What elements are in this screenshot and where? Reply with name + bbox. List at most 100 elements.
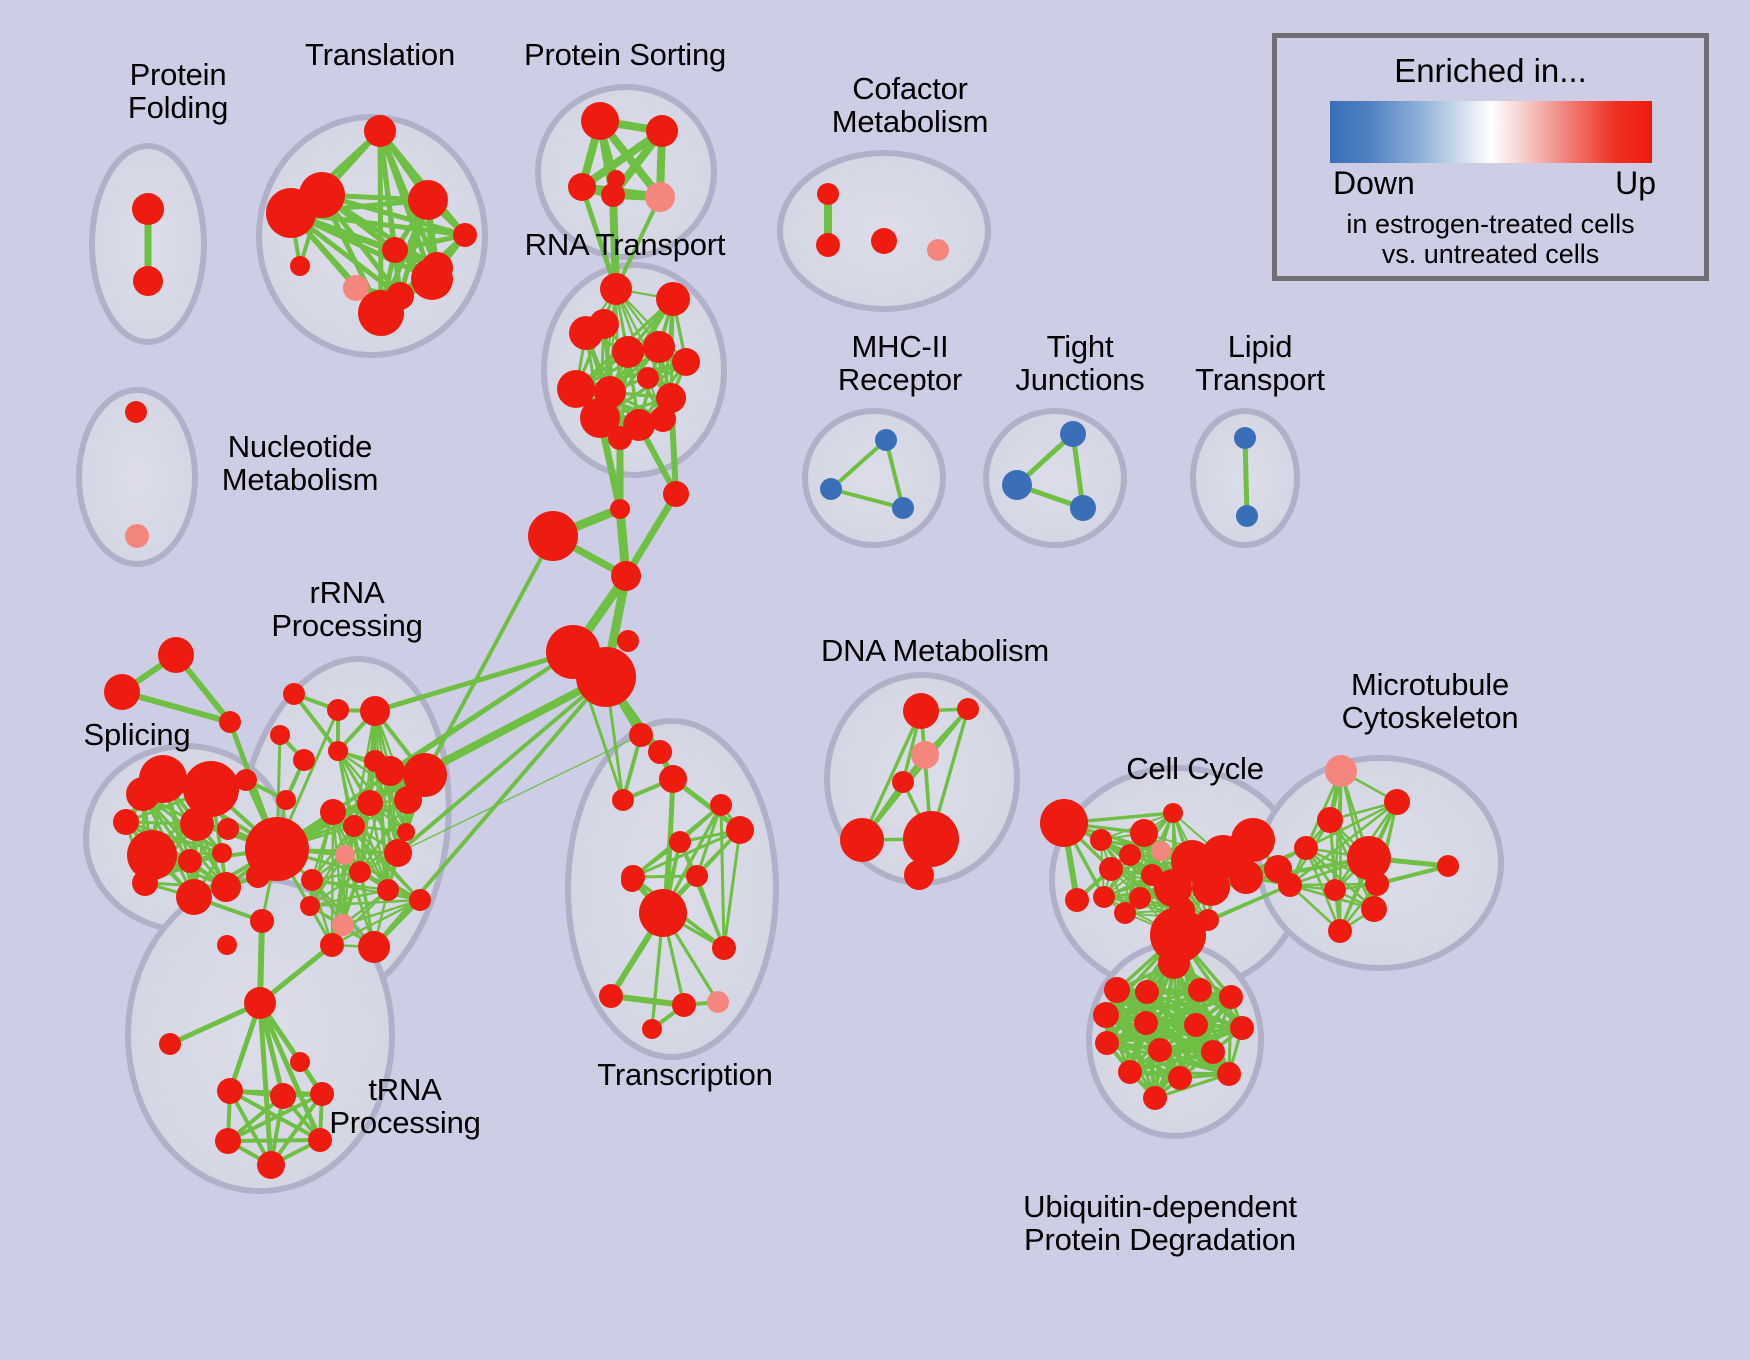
network-node: [244, 987, 276, 1019]
cluster-ellipse: [76, 387, 198, 567]
network-node: [672, 993, 696, 1017]
network-node: [621, 870, 643, 892]
network-node: [1234, 427, 1256, 449]
network-node: [1437, 855, 1459, 877]
network-node: [308, 1128, 332, 1152]
network-node: [212, 843, 232, 863]
network-edge: [722, 828, 742, 950]
network-edge: [829, 487, 905, 510]
network-node: [1090, 829, 1112, 851]
network-node: [332, 914, 354, 936]
network-edge: [1242, 435, 1250, 519]
network-node: [176, 879, 212, 915]
cluster-label-protein-sorting: Protein Sorting: [523, 37, 727, 72]
network-node: [659, 765, 687, 793]
cluster-label-nucleotide-metabolism: Nucleotide Metabolism: [221, 429, 379, 498]
network-edge: [608, 993, 687, 1008]
network-node: [1317, 807, 1343, 833]
network-node: [1278, 873, 1302, 897]
network-node: [1184, 1013, 1208, 1037]
network-node: [686, 865, 708, 887]
network-node: [411, 258, 453, 300]
network-node: [217, 935, 237, 955]
network-node: [1130, 819, 1158, 847]
cluster-label-rrna-processing: rRNA Processing: [271, 575, 423, 644]
network-node: [589, 309, 619, 339]
network-node: [875, 429, 897, 451]
network-node: [1236, 505, 1258, 527]
network-node: [707, 991, 729, 1013]
network-edge: [614, 195, 662, 291]
network-node: [1099, 857, 1123, 881]
network-node: [125, 401, 147, 423]
network-node: [183, 761, 239, 817]
network-node: [892, 497, 914, 519]
network-node: [1119, 844, 1141, 866]
network-edge: [1153, 1072, 1231, 1100]
network-edge: [397, 734, 642, 854]
network-node: [397, 823, 415, 841]
network-edge: [579, 184, 619, 292]
network-node: [180, 807, 214, 841]
network-node: [127, 830, 177, 880]
network-node: [328, 741, 348, 761]
network-node: [557, 370, 595, 408]
network-edge: [1206, 883, 1292, 922]
network-node: [335, 845, 355, 865]
network-edge: [226, 1092, 324, 1143]
network-node: [394, 786, 422, 814]
network-node: [611, 561, 641, 591]
network-node: [301, 869, 323, 891]
network-node: [817, 183, 839, 205]
network-node: [219, 711, 241, 733]
network-node: [1060, 421, 1086, 447]
legend-down-label: Down: [1333, 165, 1415, 201]
network-node: [1365, 872, 1389, 896]
network-node: [104, 674, 140, 710]
network-node: [1192, 868, 1230, 906]
network-edge: [1338, 769, 1343, 933]
network-node: [608, 426, 632, 450]
network-edge: [119, 689, 233, 725]
network-node: [1294, 836, 1318, 860]
network-node: [642, 1019, 662, 1039]
cluster-label-translation: Translation: [305, 37, 455, 72]
network-node: [1217, 1062, 1241, 1086]
network-node: [453, 223, 477, 247]
network-node: [382, 237, 408, 263]
network-node: [1134, 1011, 1158, 1035]
network-edge: [423, 675, 608, 777]
network-edge: [884, 438, 905, 510]
network-node: [892, 771, 914, 793]
network-node: [663, 481, 689, 507]
network-node: [607, 170, 625, 188]
network-node: [276, 790, 296, 810]
network-node: [1231, 818, 1275, 862]
network-node: [283, 683, 305, 705]
cluster-label-dna-metabolism: DNA Metabolism: [820, 633, 1050, 668]
network-node: [1168, 1066, 1192, 1090]
network-node: [904, 860, 934, 890]
network-edge: [226, 1138, 322, 1143]
network-edge: [1158, 1048, 1231, 1076]
legend-up-label: Up: [1615, 165, 1656, 201]
network-node: [820, 478, 842, 500]
network-node: [1219, 985, 1243, 1009]
network-edge: [578, 127, 666, 191]
network-node: [1201, 1040, 1225, 1064]
network-node: [576, 647, 636, 707]
cluster-label-cell-cycle: Cell Cycle: [1126, 751, 1264, 786]
cluster-label-cofactor-metabolism: Cofactor Metabolism: [831, 71, 989, 140]
network-node: [300, 896, 320, 916]
cluster-label-lipid-transport: Lipid Transport: [1195, 329, 1325, 398]
network-node: [343, 275, 369, 301]
network-node: [672, 348, 700, 376]
network-edge: [1128, 1050, 1215, 1074]
network-node: [903, 693, 939, 729]
network-node: [343, 815, 365, 837]
network-node: [364, 115, 396, 147]
network-node: [1158, 947, 1190, 979]
network-node: [648, 740, 672, 764]
network-node: [320, 799, 346, 825]
network-node: [816, 233, 840, 257]
